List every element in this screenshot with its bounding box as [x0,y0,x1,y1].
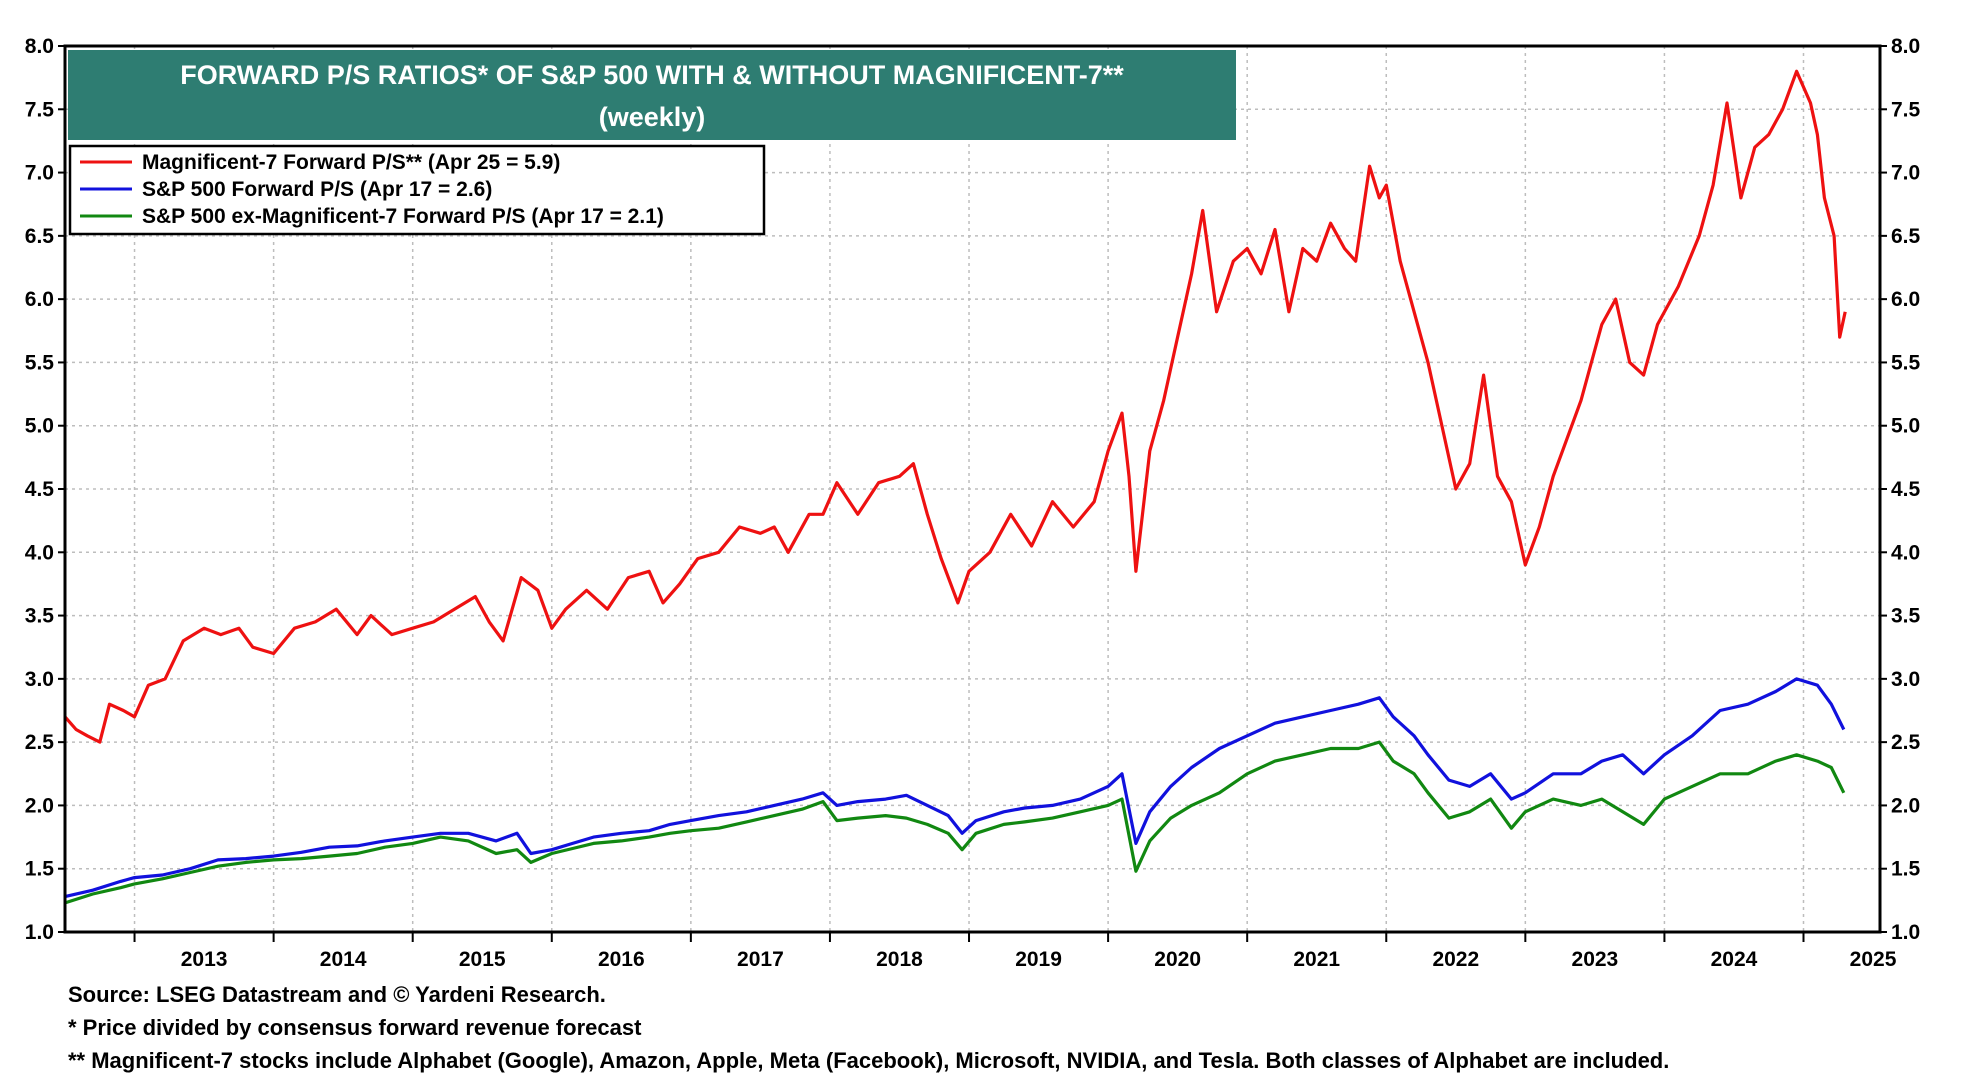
footnote-price-definition: * Price divided by consensus forward rev… [68,1015,642,1040]
y-tick-label-right: 6.0 [1891,288,1920,311]
legend-label-sp500: S&P 500 Forward P/S (Apr 17 = 2.6) [142,178,492,201]
y-tick-label-right: 2.0 [1891,794,1920,817]
legend-label-sp500-ex-mag7: S&P 500 ex-Magnificent-7 Forward P/S (Ap… [142,205,664,228]
y-tick-label-left: 7.0 [25,162,54,185]
chart-subtitle: (weekly) [599,102,706,132]
y-tick-label-left: 6.5 [25,225,55,248]
title-banner: FORWARD P/S RATIOS* OF S&P 500 WITH & WI… [68,50,1236,140]
x-tick-label: 2022 [1432,948,1479,971]
y-tick-label-right: 3.5 [1891,605,1921,628]
y-tick-label-right: 1.0 [1891,921,1920,944]
axis-ticks [58,45,1887,942]
x-tick-label: 2024 [1711,948,1758,971]
y-tick-label-right: 4.5 [1891,478,1921,501]
x-tick-label: 2014 [320,948,367,971]
x-tick-label: 2013 [181,948,228,971]
y-tick-label-left: 1.0 [25,921,54,944]
y-tick-label-left: 5.5 [25,351,55,374]
y-axis-left: 1.0 1.5 2.0 2.5 3.0 3.5 4.0 4.5 5.0 5.5 6.0 6.5 7.0 7… [25,35,55,944]
y-tick-label-left: 7.5 [25,98,55,121]
series-lines [63,69,1847,905]
y-tick-label-left: 2.5 [25,731,55,754]
x-tick-label: 2018 [876,948,923,971]
x-axis: 2013 2014 2015 2016 2017 2018 2019 2020 2021 2022… [181,948,1897,971]
x-tick-label: 2020 [1154,948,1201,971]
source-note: Source: LSEG Datastream and © Yardeni Re… [68,982,606,1007]
footnote-magnificent-7-definition: ** Magnificent-7 stocks include Alphabet… [68,1048,1670,1073]
y-tick-label-right: 6.5 [1891,225,1921,248]
series-line-sp500-ex-mag7 [64,740,1846,905]
y-tick-label-right: 8.0 [1891,35,1920,58]
x-tick-label: 2016 [598,948,645,971]
series-line-sp500 [64,677,1846,899]
y-tick-label-right: 7.0 [1891,162,1920,185]
series-line-magnificent-7 [63,69,1847,744]
y-tick-label-right: 1.5 [1891,858,1921,881]
x-tick-label: 2023 [1572,948,1619,971]
y-tick-label-right: 4.0 [1891,541,1920,564]
y-tick-label-left: 1.5 [25,858,55,881]
legend-box [68,144,766,236]
y-axis-right: 1.0 1.5 2.0 2.5 3.0 3.5 4.0 4.5 5.0 5.5 6.0 6.5 7.0 7… [1891,35,1921,944]
x-tick-label: 2017 [737,948,784,971]
x-tick-label: 2019 [1015,948,1062,971]
y-tick-label-left: 3.5 [25,605,55,628]
y-tick-label-left: 4.5 [25,478,55,501]
y-tick-label-right: 5.0 [1891,415,1920,438]
legend: Magnificent-7 Forward P/S** (Apr 25 = 5.… [68,144,766,236]
y-tick-label-left: 3.0 [25,668,54,691]
y-tick-label-left: 2.0 [25,794,54,817]
legend-label-magnificent-7: Magnificent-7 Forward P/S** (Apr 25 = 5.… [142,151,560,174]
x-tick-label: 2025 [1850,948,1897,971]
y-tick-label-right: 5.5 [1891,351,1921,374]
x-tick-label: 2021 [1293,948,1340,971]
y-tick-label-right: 2.5 [1891,731,1921,754]
x-tick-label: 2015 [459,948,506,971]
y-tick-label-left: 4.0 [25,541,54,564]
footnotes: Source: LSEG Datastream and © Yardeni Re… [68,978,1948,1077]
chart-title: FORWARD P/S RATIOS* OF S&P 500 WITH & WI… [180,60,1124,90]
title-banner-background [68,50,1236,140]
y-tick-label-right: 7.5 [1891,98,1921,121]
y-tick-label-left: 6.0 [25,288,54,311]
y-tick-label-left: 5.0 [25,415,54,438]
y-tick-label-left: 8.0 [25,35,54,58]
y-tick-label-right: 3.0 [1891,668,1920,691]
